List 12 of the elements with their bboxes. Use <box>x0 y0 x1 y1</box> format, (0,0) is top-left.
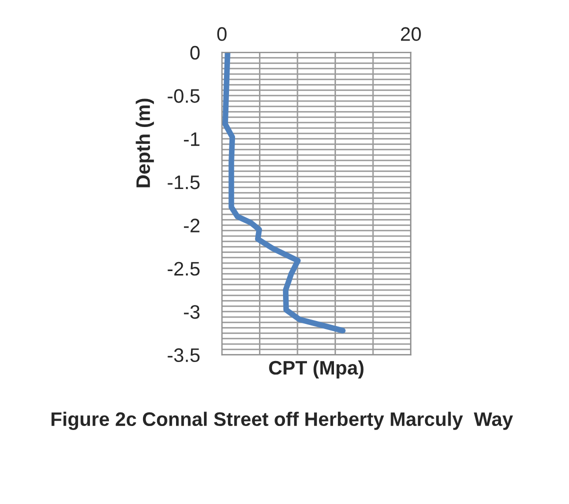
y-tick-label: -2.5 <box>168 262 200 276</box>
y-tick-label: -1.5 <box>168 176 200 190</box>
y-tick-label: -1 <box>184 132 200 146</box>
x-tick-label: 20 <box>400 27 421 41</box>
y-tick-label: -2 <box>184 218 200 232</box>
y-axis-title: Depth (m) <box>136 98 154 188</box>
x-axis-title: CPT (Mpa) <box>269 360 364 378</box>
y-tick-label: -3 <box>184 305 200 319</box>
y-tick-label: -0.5 <box>168 89 200 103</box>
y-tick-label: 0 <box>190 46 200 60</box>
y-tick-label: -3.5 <box>168 348 200 362</box>
text: Figure 2c Connal Street off Herberty Marculy Way <box>52 412 513 430</box>
